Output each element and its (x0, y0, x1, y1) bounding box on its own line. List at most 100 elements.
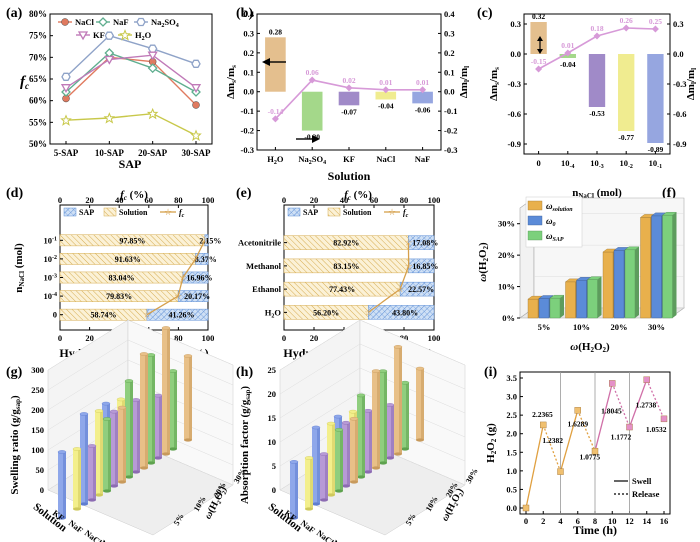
cylinder-base (118, 480, 126, 484)
cylinder-top (371, 369, 381, 373)
z-tick-label: 15 (268, 413, 277, 423)
panel-b: (b) -0.3-0.2-0.10.00.10.20.30.4-0.3-0.2-… (225, 6, 471, 183)
data-point-a (119, 29, 131, 41)
cylinder-body (394, 346, 402, 454)
data-point-i (557, 468, 564, 475)
category-label: Na2SO4 (330, 538, 359, 542)
y-tick-label-right-c: -0.9 (673, 139, 686, 149)
cylinder-base (372, 466, 380, 470)
cylinder-shade (145, 354, 148, 468)
cylinder-base (140, 466, 148, 470)
line-point-c (651, 25, 659, 33)
cylinder-body (416, 368, 424, 440)
y-tick-label-right-b: 0.0 (444, 87, 455, 97)
cylinder-base (169, 447, 177, 451)
bar-value-label-b: -0.04 (378, 101, 394, 110)
y-tick-label: 10-2 (44, 254, 58, 264)
bar-b (338, 91, 360, 106)
x-tick-label-i: 0 (524, 516, 528, 526)
arrow-head-c (537, 49, 543, 54)
z-tick-label: 250 (31, 385, 44, 395)
cylinder-body (305, 458, 313, 509)
line-point-c (593, 32, 601, 40)
z-tick-label: 5 (272, 461, 276, 471)
fc-star-marker: ☆ (179, 274, 187, 284)
y-tick-label-i: 3.0 (506, 392, 517, 402)
z-tick-label: 100 (31, 445, 44, 455)
x-tick-label-i: 14 (643, 516, 652, 526)
cylinder-base (110, 484, 118, 488)
data-point-a (136, 17, 146, 27)
fc-line (146, 240, 206, 316)
cylinder-body (162, 328, 170, 454)
cylinder-top (334, 427, 344, 432)
y-tick-label-right-b: 0.2 (444, 48, 455, 58)
panel-c: (c) -0.9 -0.6 -0.3 0.0 0.3 -0.9 -0.6 -0.3 0.0 0.3… (477, 6, 698, 200)
legend-swatch-sap (63, 207, 77, 217)
bar-label-solution: 56.20% (313, 308, 339, 317)
y-tick-label-a: 80% (29, 9, 47, 19)
y-tick-label-left-b: -0.3 (241, 145, 254, 155)
cylinder-base (312, 502, 320, 506)
panel-label-b: (b) (236, 6, 253, 21)
cylinder-top (341, 420, 351, 425)
cylinder-top (79, 412, 89, 416)
cylinder-top (400, 380, 410, 385)
cylinder-body (290, 461, 298, 518)
y-label-right-b: Δml/ml (458, 66, 471, 98)
bar-label-solution: 58.74% (90, 311, 116, 320)
cylinder-base (290, 516, 298, 520)
grid-line (359, 343, 466, 390)
x-tick-label-c: 10-3 (590, 158, 604, 170)
y-tick-label-i: 2.0 (506, 429, 517, 439)
x-tick-label: 0 (58, 333, 62, 343)
cylinder-top (349, 416, 359, 421)
cylinder-base (184, 438, 192, 442)
cylinder-base (58, 516, 66, 520)
y-axis-b: -0.3 -0.2 -0.1 0.0 0.1 0.2 0.3 0.4 -0.3 -0.2 -0.1 0… (241, 9, 458, 155)
line-value-label-c: 0.26 (620, 16, 633, 25)
y-tick-label-left-c: 0.3 (510, 19, 521, 29)
bar-value-label-c: -0.53 (589, 109, 605, 118)
bars-b: 0.28-0.20-0.07-0.04-0.06 (265, 27, 433, 142)
y-tick-label-left-b: 0.0 (243, 87, 254, 97)
cylinder-shade (317, 427, 320, 504)
data-point-i (591, 447, 599, 455)
x-tick-label: 20 (310, 333, 319, 343)
cylinder-base (327, 493, 335, 497)
annotation-i: 1.2738 (636, 401, 657, 410)
legend-swatch-f (527, 230, 543, 241)
legend-label-f: ω0 (546, 216, 556, 228)
grid-line (127, 319, 234, 366)
top-tick-label: 40 (115, 195, 124, 205)
depth-tick-label: 30% (464, 467, 480, 485)
bar-f (587, 279, 598, 319)
cylinder-top (183, 354, 193, 358)
bar-value-label-c: -0.77 (618, 133, 634, 142)
cylinder-base (386, 456, 394, 460)
cylinder-base (342, 484, 350, 488)
top-tick-label: 100 (428, 195, 441, 205)
y-label-h: Absorption factor (g/gsap) (239, 386, 252, 504)
z-tick-label: 0 (272, 485, 276, 495)
cylinder-body (386, 404, 394, 458)
data-point-a (190, 129, 202, 142)
y-tick-label-left-b: 0.3 (243, 28, 254, 38)
cylinder-shade (384, 371, 387, 463)
line-value-label-b: 0.06 (306, 68, 319, 77)
x-tick-label-c: 0 (536, 158, 540, 168)
bar-b (412, 91, 433, 104)
x-tick-label: 80 (400, 333, 409, 343)
cylinder-shade (189, 356, 192, 440)
x-tick-label-i: 16 (660, 516, 669, 526)
release-segment (542, 424, 562, 472)
y-tick-label-f: 20% (498, 250, 515, 260)
cylinder-base (320, 498, 328, 502)
y-tick-label-left-b: 0.2 (243, 48, 254, 58)
y-tick-label-left-b: 0.4 (243, 9, 254, 19)
cylinder-top (131, 398, 141, 402)
bar-label-sap: 16.85% (412, 262, 438, 271)
fc-star-marker: ☆ (201, 236, 209, 246)
data-point-a (61, 72, 71, 81)
